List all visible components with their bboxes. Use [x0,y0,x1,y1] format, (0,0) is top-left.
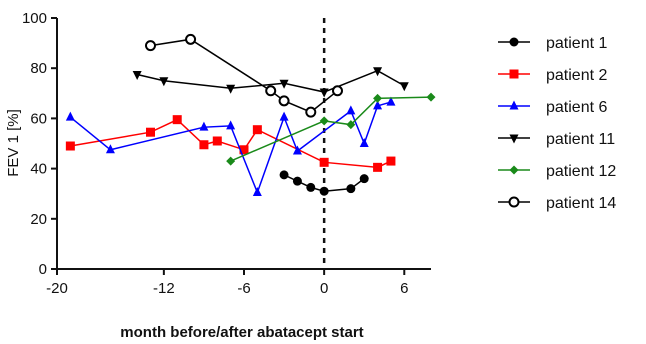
data-point [279,79,289,89]
data-point [346,184,356,194]
data-point [278,95,290,107]
data-point [359,138,369,147]
data-point [212,136,222,146]
x-tick-label: -6 [237,280,250,297]
y-tick-label: 60 [30,110,47,127]
data-point [319,116,329,126]
data-point [292,176,302,186]
data-point [105,144,115,154]
data-point [386,156,396,166]
axes: 0 20 40 60 80 100 -20 -12 -6 0 6 [22,10,431,297]
data-point [199,140,209,150]
data-point [65,111,75,121]
x-tick-label: -12 [153,280,175,297]
series-patient-6 [65,96,396,196]
data-point [226,156,236,166]
series-patient-2 [65,115,396,172]
y-tick-label: 80 [30,60,47,77]
data-point [373,93,383,103]
legend-label: patient 6 [546,99,607,116]
data-point [319,186,329,196]
data-point [305,106,317,118]
series-patient-11 [132,67,409,98]
data-point [292,145,302,155]
x-tick-label: 6 [400,280,408,297]
data-point [265,85,277,97]
y-axis-title: FEV 1 [%] [5,109,22,177]
legend-item: patient 2 [498,67,607,84]
legend-label: patient 2 [546,67,607,84]
data-point [346,105,356,115]
legend-marker [509,37,519,47]
y-tick-label: 40 [30,161,47,178]
data-point [386,96,396,106]
data-point [226,84,236,94]
legend-marker [509,165,519,175]
legend-label: patient 11 [546,131,615,148]
legend-marker [509,134,519,144]
legend-item: patient 14 [498,195,616,212]
data-point [319,157,329,167]
data-point [145,40,156,52]
legend-marker [508,196,520,208]
data-point [373,162,383,172]
data-point [373,100,383,110]
data-point [332,85,343,97]
series-line [69,101,392,195]
series-patient-1 [279,170,369,196]
legend-label: patient 14 [546,195,616,212]
data-point [373,67,383,77]
data-point [426,92,436,102]
data-point [359,174,369,184]
legend-label: patient 1 [546,35,607,52]
data-point [146,127,155,137]
data-point [346,120,356,130]
data-point [252,125,262,135]
series-patient-12 [226,92,436,166]
legend: patient 1 patient 2 patient 6 patient 11 pat… [498,35,616,212]
y-tick-label: 100 [22,10,47,27]
x-axis-title: month before/after abatacept start [120,324,363,341]
legend-marker [509,100,519,110]
y-tick-label: 0 [39,261,47,278]
data-point [279,170,289,180]
x-tick-label: -20 [46,280,68,297]
data-point [132,70,142,80]
legend-item: patient 1 [498,35,607,52]
data-point [199,121,209,131]
data-point [319,88,329,98]
legend-item: patient 6 [498,99,607,116]
data-point [252,186,262,196]
data-point [279,111,289,121]
data-point [226,120,236,130]
series-patient-14 [145,33,343,118]
data-point [399,82,409,92]
data-point [185,33,197,45]
data-point [306,182,316,192]
x-tick-label: 0 [320,280,328,297]
data-point [172,115,182,125]
series-line [70,118,392,169]
series-layer [65,33,436,196]
legend-item: patient 12 [498,163,616,180]
legend-item: patient 11 [498,131,615,148]
data-point [159,77,169,87]
legend-marker [509,69,519,79]
series-line [150,38,338,113]
data-point [239,145,249,155]
legend-label: patient 12 [546,163,616,180]
data-point [65,141,75,151]
y-tick-label: 20 [30,211,47,228]
